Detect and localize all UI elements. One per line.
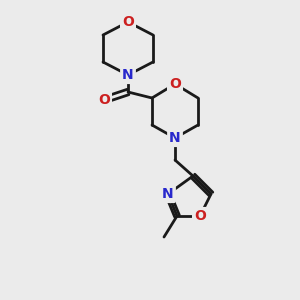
Text: O: O bbox=[169, 77, 181, 91]
Text: N: N bbox=[169, 131, 181, 145]
Text: N: N bbox=[122, 68, 134, 82]
Text: O: O bbox=[98, 93, 110, 107]
Text: O: O bbox=[122, 15, 134, 29]
Text: N: N bbox=[162, 187, 174, 201]
Text: O: O bbox=[194, 209, 206, 223]
